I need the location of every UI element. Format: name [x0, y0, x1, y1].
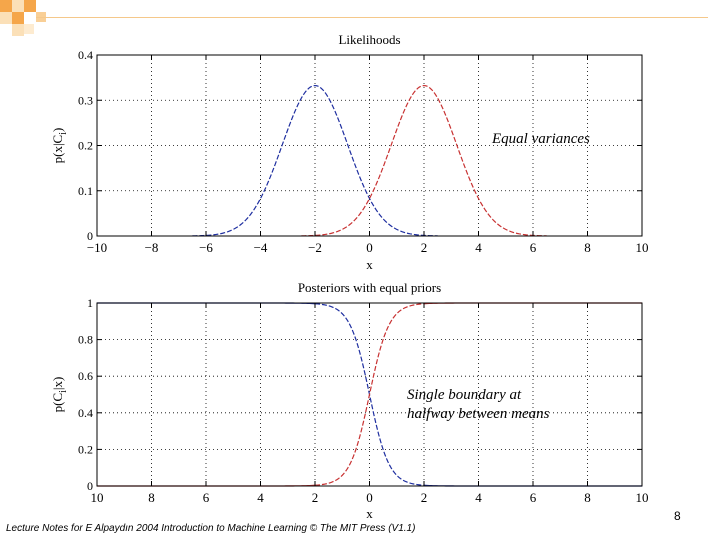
- y-tick-label: 0.4: [78, 406, 93, 420]
- x-tick-label: 8: [148, 490, 155, 505]
- x-tick-label: −2: [308, 240, 322, 255]
- y-tick-label: 0.2: [78, 139, 93, 153]
- x-tick-label: 6: [530, 240, 537, 255]
- chart-title: Likelihoods: [338, 32, 400, 47]
- y-tick-label: 0.3: [78, 93, 93, 107]
- x-tick-label: 2: [312, 490, 319, 505]
- x-tick-label: −4: [254, 240, 268, 255]
- annotation-single-boundary: Single boundary at halfway between means: [407, 386, 549, 424]
- y-tick-label: 0.6: [78, 369, 93, 383]
- y-axis-label: p(Ci|x): [50, 377, 69, 413]
- x-tick-label: 6: [203, 490, 210, 505]
- chart-title: Posteriors with equal priors: [298, 280, 441, 295]
- y-tick-label: 1: [87, 296, 93, 310]
- y-tick-label: 0.2: [78, 442, 93, 456]
- y-tick-label: 0.1: [78, 184, 93, 198]
- x-tick-label: 10: [636, 240, 649, 255]
- x-tick-label: 4: [475, 240, 482, 255]
- header-line: [36, 17, 708, 18]
- x-tick-label: 0: [366, 490, 373, 505]
- annotation-equal-variances: Equal variances: [492, 131, 590, 147]
- series-line-2-segment-2: [314, 303, 425, 486]
- annotation-line-2: halfway between means: [407, 406, 550, 422]
- y-axis-label: p(x|Ci): [50, 128, 69, 164]
- y-tick-label: 0.8: [78, 333, 93, 347]
- x-tick-label: 2: [421, 490, 428, 505]
- x-tick-label: 4: [475, 490, 482, 505]
- x-tick-label: −10: [87, 240, 107, 255]
- series-line-1: [192, 84, 438, 237]
- chart-panel-1: −10 −8 −6 −4 −2 0 2 4 6 8 10 0 0.1 0.2 0.3 0.4 Likelihoo…: [50, 32, 649, 272]
- footer-note: Lecture Notes for E Alpaydın 2004 Introd…: [6, 523, 416, 534]
- x-axis-label: x: [366, 257, 373, 272]
- annotation-line-1: Single boundary at: [407, 387, 522, 403]
- x-tick-label: 8: [584, 240, 591, 255]
- x-tick-label: 4: [257, 490, 264, 505]
- x-tick-label: 10: [636, 490, 649, 505]
- series-line-2: [301, 84, 547, 237]
- y-tick-label: 0: [87, 229, 93, 243]
- page-number: 8: [674, 509, 681, 523]
- y-tick-label: 0: [87, 479, 93, 493]
- x-tick-label: 2: [421, 240, 428, 255]
- y-tick-label: 0.4: [78, 48, 93, 62]
- x-tick-label: −6: [199, 240, 213, 255]
- x-axis-label: x: [366, 506, 373, 521]
- x-tick-label: 10: [91, 490, 104, 505]
- x-tick-label: 8: [584, 490, 591, 505]
- x-tick-label: −8: [145, 240, 159, 255]
- x-tick-label: 0: [366, 240, 373, 255]
- x-tick-label: 6: [530, 490, 537, 505]
